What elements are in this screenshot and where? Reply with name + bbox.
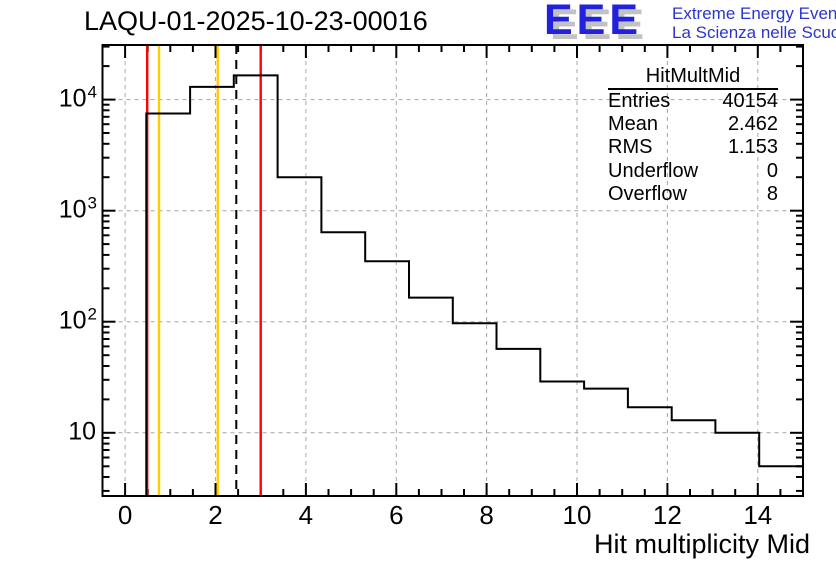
x-tick-label-0: 0 <box>117 500 133 530</box>
stats-value: 1.153 <box>727 136 778 159</box>
eee-logo-line2: La Scienza nelle Scuole <box>672 23 836 42</box>
gridlines <box>102 45 803 496</box>
y-tick-label-1e3: 103 <box>58 193 97 224</box>
stats-label: Entries <box>608 90 671 112</box>
x-tick-label-14: 14 <box>743 500 773 530</box>
stats-label: Overflow <box>608 182 687 205</box>
y-tick-exponent: 2 <box>87 304 97 324</box>
stats-label: Underflow <box>608 159 699 182</box>
x-tick-label-6: 6 <box>389 500 404 530</box>
histogram-line <box>102 74 804 497</box>
stats-row-entries: Entries 40154 <box>608 90 778 113</box>
x-tick-label-12: 12 <box>652 500 682 530</box>
stats-row-underflow: Underflow 0 <box>608 160 778 183</box>
x-tick-label-4: 4 <box>298 500 314 530</box>
x-tick-label-8: 8 <box>479 500 494 530</box>
stats-value: 2.462 <box>727 113 778 136</box>
histogram-title: LAQU-01-2025-10-23-00016 <box>84 6 428 36</box>
plot-frame <box>101 44 804 497</box>
eee-logo-subtitle: Extreme Energy Events La Scienza nelle S… <box>672 4 836 42</box>
y-tick-exponent: 3 <box>87 193 97 213</box>
y-tick-label-1e2: 102 <box>58 304 97 335</box>
stats-row-overflow: Overflow 8 <box>608 183 778 206</box>
axis-ticks <box>102 45 803 496</box>
stats-title: HitMultMid <box>608 65 778 90</box>
y-tick-label-1e1: 10 <box>68 417 96 446</box>
x-tick-label-2: 2 <box>208 500 223 530</box>
y-tick-exponent: 4 <box>87 81 97 101</box>
stats-row-mean: Mean 2.462 <box>608 113 778 136</box>
stats-box: HitMultMid Entries 40154 Mean 2.462 RMS … <box>608 65 778 206</box>
stats-row-rms: RMS 1.153 <box>608 136 778 159</box>
stats-value: 40154 <box>722 90 778 112</box>
eee-logo-line1: Extreme Energy Events <box>672 4 836 23</box>
stats-value: 0 <box>766 159 778 182</box>
x-tick-label-10: 10 <box>562 500 592 530</box>
stats-label: Mean <box>608 113 659 136</box>
x-axis-title: Hit multiplicity Mid <box>593 529 810 559</box>
stats-value: 8 <box>766 182 778 205</box>
stats-label: RMS <box>608 136 653 159</box>
eee-logo: EEE <box>544 0 643 44</box>
y-tick-label-1e4: 104 <box>58 81 97 112</box>
